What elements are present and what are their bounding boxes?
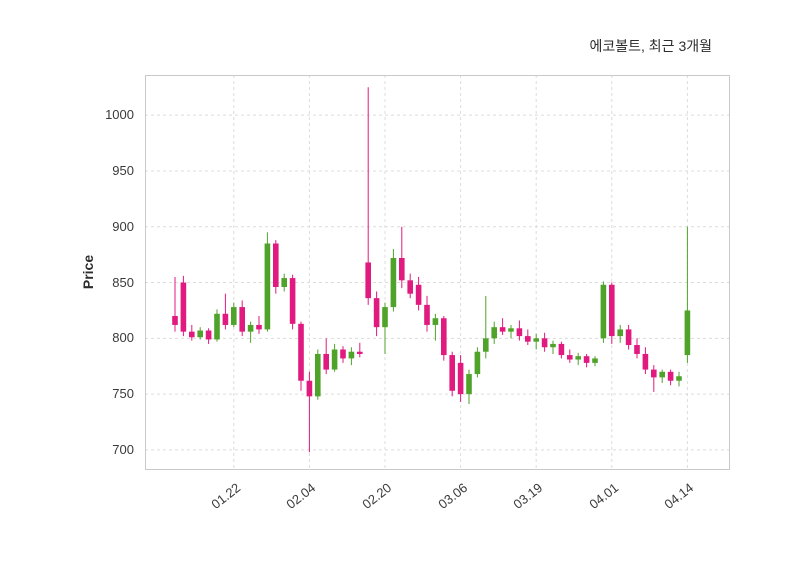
candle-body — [390, 257, 397, 308]
candle-body — [306, 380, 313, 397]
candle-body — [399, 257, 405, 281]
candle-body — [457, 362, 464, 395]
candle-body — [474, 351, 481, 375]
y-tick-label: 950 — [112, 162, 134, 178]
candle-body — [172, 316, 178, 325]
candle-body — [592, 358, 598, 363]
candle-body — [567, 355, 573, 360]
x-tick-label: 02.20 — [359, 480, 395, 512]
candle-body — [449, 355, 455, 391]
plot-area — [145, 75, 730, 470]
candle-body — [659, 371, 665, 378]
candle-body — [516, 328, 523, 337]
candle-body — [340, 349, 346, 359]
candle-body — [273, 243, 279, 288]
candle-body — [533, 338, 539, 342]
candle-body — [676, 376, 682, 381]
candle-body — [231, 307, 237, 325]
y-tick-label: 850 — [112, 274, 134, 290]
x-tick-label: 03.19 — [510, 480, 546, 512]
candle-body — [466, 374, 472, 395]
y-tick-label: 900 — [112, 218, 134, 234]
candle-body — [508, 328, 514, 332]
candle-body — [575, 356, 581, 360]
candle-body — [357, 351, 363, 354]
candle-body — [424, 304, 430, 325]
plot-border — [145, 75, 730, 470]
candle-body — [298, 323, 304, 381]
candle-body — [617, 329, 623, 337]
candle-body — [558, 343, 565, 356]
candle-body — [256, 324, 262, 330]
candle-body — [415, 284, 422, 305]
candle-body — [684, 310, 691, 356]
candle-body — [214, 313, 220, 340]
candle-body — [264, 243, 271, 330]
candle-body — [609, 284, 615, 337]
x-tick-label: 04.01 — [586, 480, 622, 512]
candle-body — [180, 282, 187, 332]
candle-body — [491, 327, 497, 339]
candle-body — [373, 298, 380, 328]
candle-body — [651, 369, 657, 378]
candle-body — [499, 327, 506, 332]
candle-body — [550, 343, 556, 348]
x-tick-label: 03.06 — [434, 480, 470, 512]
candle-body — [407, 280, 413, 294]
candle-body — [642, 353, 649, 370]
candle-body — [441, 318, 447, 356]
chart-title: 에코볼트, 최근 3개월 — [589, 38, 713, 54]
candle-body — [348, 351, 355, 359]
candle-body — [365, 262, 371, 299]
candle-body — [483, 338, 489, 352]
candle-body — [247, 324, 254, 332]
candle-body — [323, 353, 329, 370]
candle-body — [541, 338, 548, 348]
y-tick-label: 750 — [112, 386, 134, 402]
x-tick-label: 04.14 — [661, 480, 697, 512]
candlestick-plot — [145, 75, 730, 470]
candle-body — [331, 349, 338, 370]
candle-body — [634, 345, 640, 354]
candle-body — [432, 318, 439, 325]
candle-body — [222, 313, 229, 325]
candle-body — [600, 284, 607, 339]
candle-body — [281, 278, 287, 288]
candle-body — [197, 330, 203, 338]
candle-body — [189, 331, 195, 338]
candle-body — [625, 329, 632, 346]
candle-body — [583, 356, 590, 363]
y-tick-label: 800 — [112, 330, 134, 346]
candle-body — [525, 336, 531, 342]
y-tick-label: 1000 — [105, 107, 134, 123]
candle-body — [289, 278, 296, 324]
candle-body — [667, 371, 674, 381]
candle-body — [205, 330, 212, 340]
y-tick-label: 700 — [112, 441, 134, 457]
x-tick-label: 01.22 — [208, 480, 244, 512]
candle-body — [382, 307, 388, 328]
candle-body — [315, 353, 321, 397]
candle-body — [239, 307, 245, 332]
x-tick-label: 02.04 — [283, 480, 319, 512]
